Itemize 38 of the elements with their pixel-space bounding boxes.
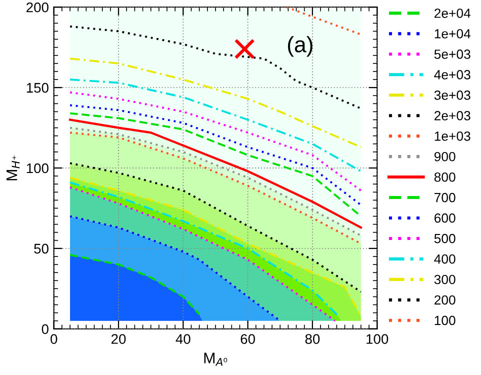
y-tick-label: 0: [42, 324, 48, 334]
legend-label: 4e+03: [434, 70, 470, 80]
legend-label: 800: [434, 172, 456, 182]
legend-label: 5e+03: [434, 50, 470, 59]
x-tick-label: 60: [240, 334, 255, 344]
y-tick-label: 50: [34, 244, 48, 254]
line-series: [69, 58, 362, 148]
legend-label: 1e+03: [434, 131, 470, 141]
x-tick-label: 0: [50, 334, 58, 344]
y-tick-label: 150: [26, 82, 48, 93]
line-series: [69, 215, 282, 322]
legend-label: 700: [434, 192, 456, 202]
x-axis-title: M$_{A⁰}$: [204, 352, 228, 366]
legend-label: 1e+04: [434, 29, 471, 38]
legend-label: 2e+03: [434, 111, 470, 120]
legend-label: 200: [434, 295, 456, 305]
legend-label: 900: [434, 152, 456, 162]
x-tick-label: 40: [176, 334, 190, 344]
legend-label: 500: [434, 234, 456, 244]
legend-label: 400: [434, 254, 456, 264]
x-tick-label: 20: [111, 334, 126, 344]
y-axis-title: M$_{H⁺}$: [6, 156, 20, 180]
legend-label: 600: [434, 213, 456, 223]
line-series: [69, 162, 362, 293]
line-series: [69, 25, 362, 110]
y-tick-label: 100: [26, 163, 48, 174]
line-series: [69, 91, 362, 192]
legend-label: 2e+04: [434, 8, 471, 18]
line-series: [69, 78, 362, 172]
line-series: [69, 104, 362, 206]
annotation: (a): [288, 36, 312, 57]
legend-label: 3e+03: [434, 90, 470, 100]
x-tick-label: 80: [305, 334, 320, 344]
line-series: [69, 254, 200, 316]
legend-label: 100: [434, 316, 456, 326]
x-tick-label: 100: [366, 334, 388, 344]
y-tick-label: 200: [26, 2, 48, 12]
legend-label: 300: [434, 274, 456, 284]
